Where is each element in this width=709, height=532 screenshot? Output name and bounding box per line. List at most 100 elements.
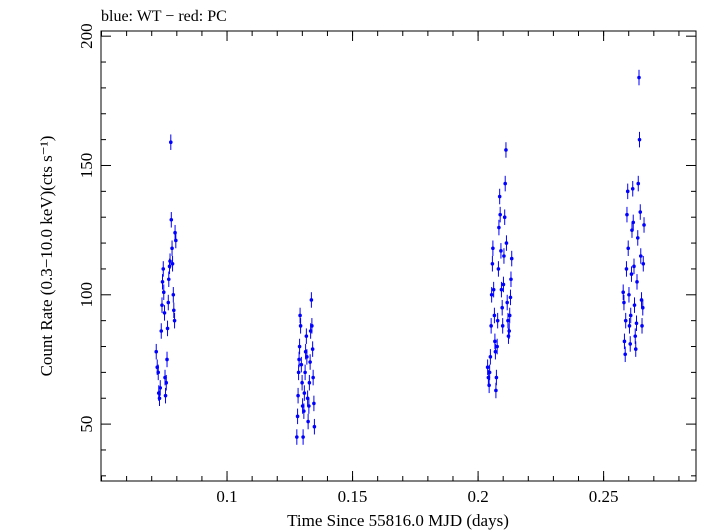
data-point (160, 297, 164, 313)
data-point (488, 349, 493, 365)
data-point (172, 302, 176, 319)
data-point (496, 261, 501, 277)
data-point (509, 250, 514, 267)
data-point (170, 256, 175, 272)
data-marker (488, 355, 493, 359)
data-marker (638, 254, 643, 258)
data-point (168, 134, 173, 150)
data-point (491, 281, 496, 298)
data-point (494, 382, 498, 399)
data-marker (297, 344, 302, 349)
x-tick-label: 0.15 (338, 487, 368, 506)
data-marker (633, 334, 638, 338)
data-point (166, 271, 171, 288)
data-marker (168, 259, 172, 263)
data-marker (487, 383, 491, 388)
y-tick-label: 100 (77, 282, 96, 308)
data-point (295, 429, 299, 445)
data-marker (312, 401, 316, 406)
data-point (635, 230, 640, 246)
data-point (495, 338, 499, 355)
data-point (305, 349, 309, 365)
data-marker (161, 267, 166, 271)
data-marker (491, 287, 496, 292)
data-point (311, 369, 315, 386)
data-marker (491, 246, 495, 251)
data-marker (623, 318, 628, 323)
data-marker (307, 380, 312, 385)
data-marker (507, 329, 512, 333)
data-marker (490, 261, 495, 266)
data-point (640, 318, 644, 334)
data-point (502, 248, 506, 264)
data-marker (621, 290, 625, 295)
data-point (632, 297, 637, 313)
data-point (169, 212, 174, 228)
data-point (307, 398, 311, 414)
data-marker (489, 292, 494, 297)
data-point (638, 248, 643, 264)
data-marker (302, 391, 307, 395)
data-point (156, 364, 161, 381)
data-marker (169, 217, 174, 222)
data-point (154, 343, 159, 360)
data-point (160, 274, 165, 290)
data-point (306, 413, 310, 430)
data-point (497, 219, 501, 236)
data-point (638, 204, 643, 220)
data-marker (487, 370, 492, 375)
data-point (627, 318, 632, 334)
data-point (163, 387, 168, 404)
data-point (635, 274, 639, 290)
data-marker (159, 329, 164, 333)
data-point (632, 258, 636, 275)
data-marker (161, 290, 166, 295)
y-axis-label: Count Rate (0.3−10.0 keV)(cts s⁻¹) (37, 136, 56, 377)
data-point (636, 175, 641, 192)
data-point (161, 284, 166, 300)
data-marker (628, 342, 633, 346)
data-marker (497, 225, 501, 230)
data-point (309, 292, 314, 308)
data-marker (501, 282, 506, 287)
data-marker (509, 277, 513, 282)
data-point (312, 395, 316, 412)
data-point (485, 359, 490, 375)
data-marker (627, 324, 632, 328)
data-marker (295, 435, 299, 439)
data-marker (300, 380, 304, 385)
data-point (627, 287, 631, 303)
data-point (624, 261, 629, 277)
data-point (507, 307, 512, 324)
data-point (500, 318, 505, 334)
data-marker (307, 404, 311, 408)
data-point (295, 408, 300, 425)
data-point (298, 307, 302, 324)
data-marker (625, 189, 630, 194)
data-point (174, 232, 178, 249)
data-point (641, 256, 646, 272)
data-marker (500, 305, 504, 310)
data-marker (507, 313, 512, 318)
x-tick-label: 0.1 (216, 487, 237, 506)
data-marker (497, 194, 502, 199)
data-point (172, 312, 177, 329)
data-point (498, 206, 502, 223)
data-point (301, 429, 305, 445)
data-point (489, 318, 493, 334)
data-marker (633, 347, 638, 351)
data-marker (166, 300, 171, 305)
data-marker (160, 280, 165, 284)
data-point (487, 377, 491, 394)
data-point (493, 333, 497, 350)
data-point (505, 294, 510, 311)
data-point (168, 253, 172, 269)
data-point (302, 385, 307, 401)
data-marker (632, 264, 636, 269)
data-marker (299, 362, 304, 367)
data-marker (641, 261, 646, 266)
data-point (164, 374, 169, 391)
data-marker (629, 272, 634, 276)
data-marker (499, 287, 504, 292)
